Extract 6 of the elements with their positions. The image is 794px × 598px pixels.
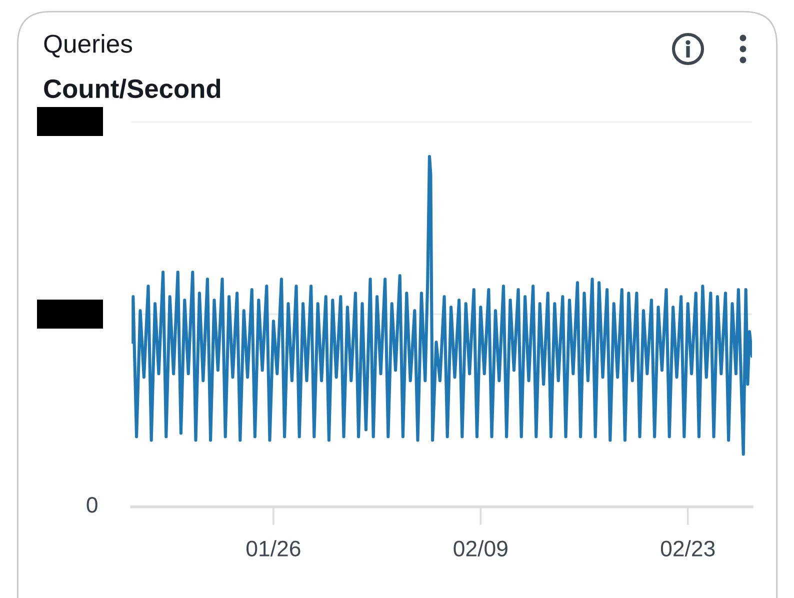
x-tick-label: 02/23 bbox=[660, 540, 715, 556]
x-tick-label: 02/09 bbox=[454, 540, 508, 556]
text: 0 bbox=[86, 497, 98, 513]
chart-title: Queries bbox=[44, 34, 132, 58]
chart-subtitle: Count/Second bbox=[44, 78, 220, 98]
x-tick-label: 01/26 bbox=[246, 540, 300, 556]
